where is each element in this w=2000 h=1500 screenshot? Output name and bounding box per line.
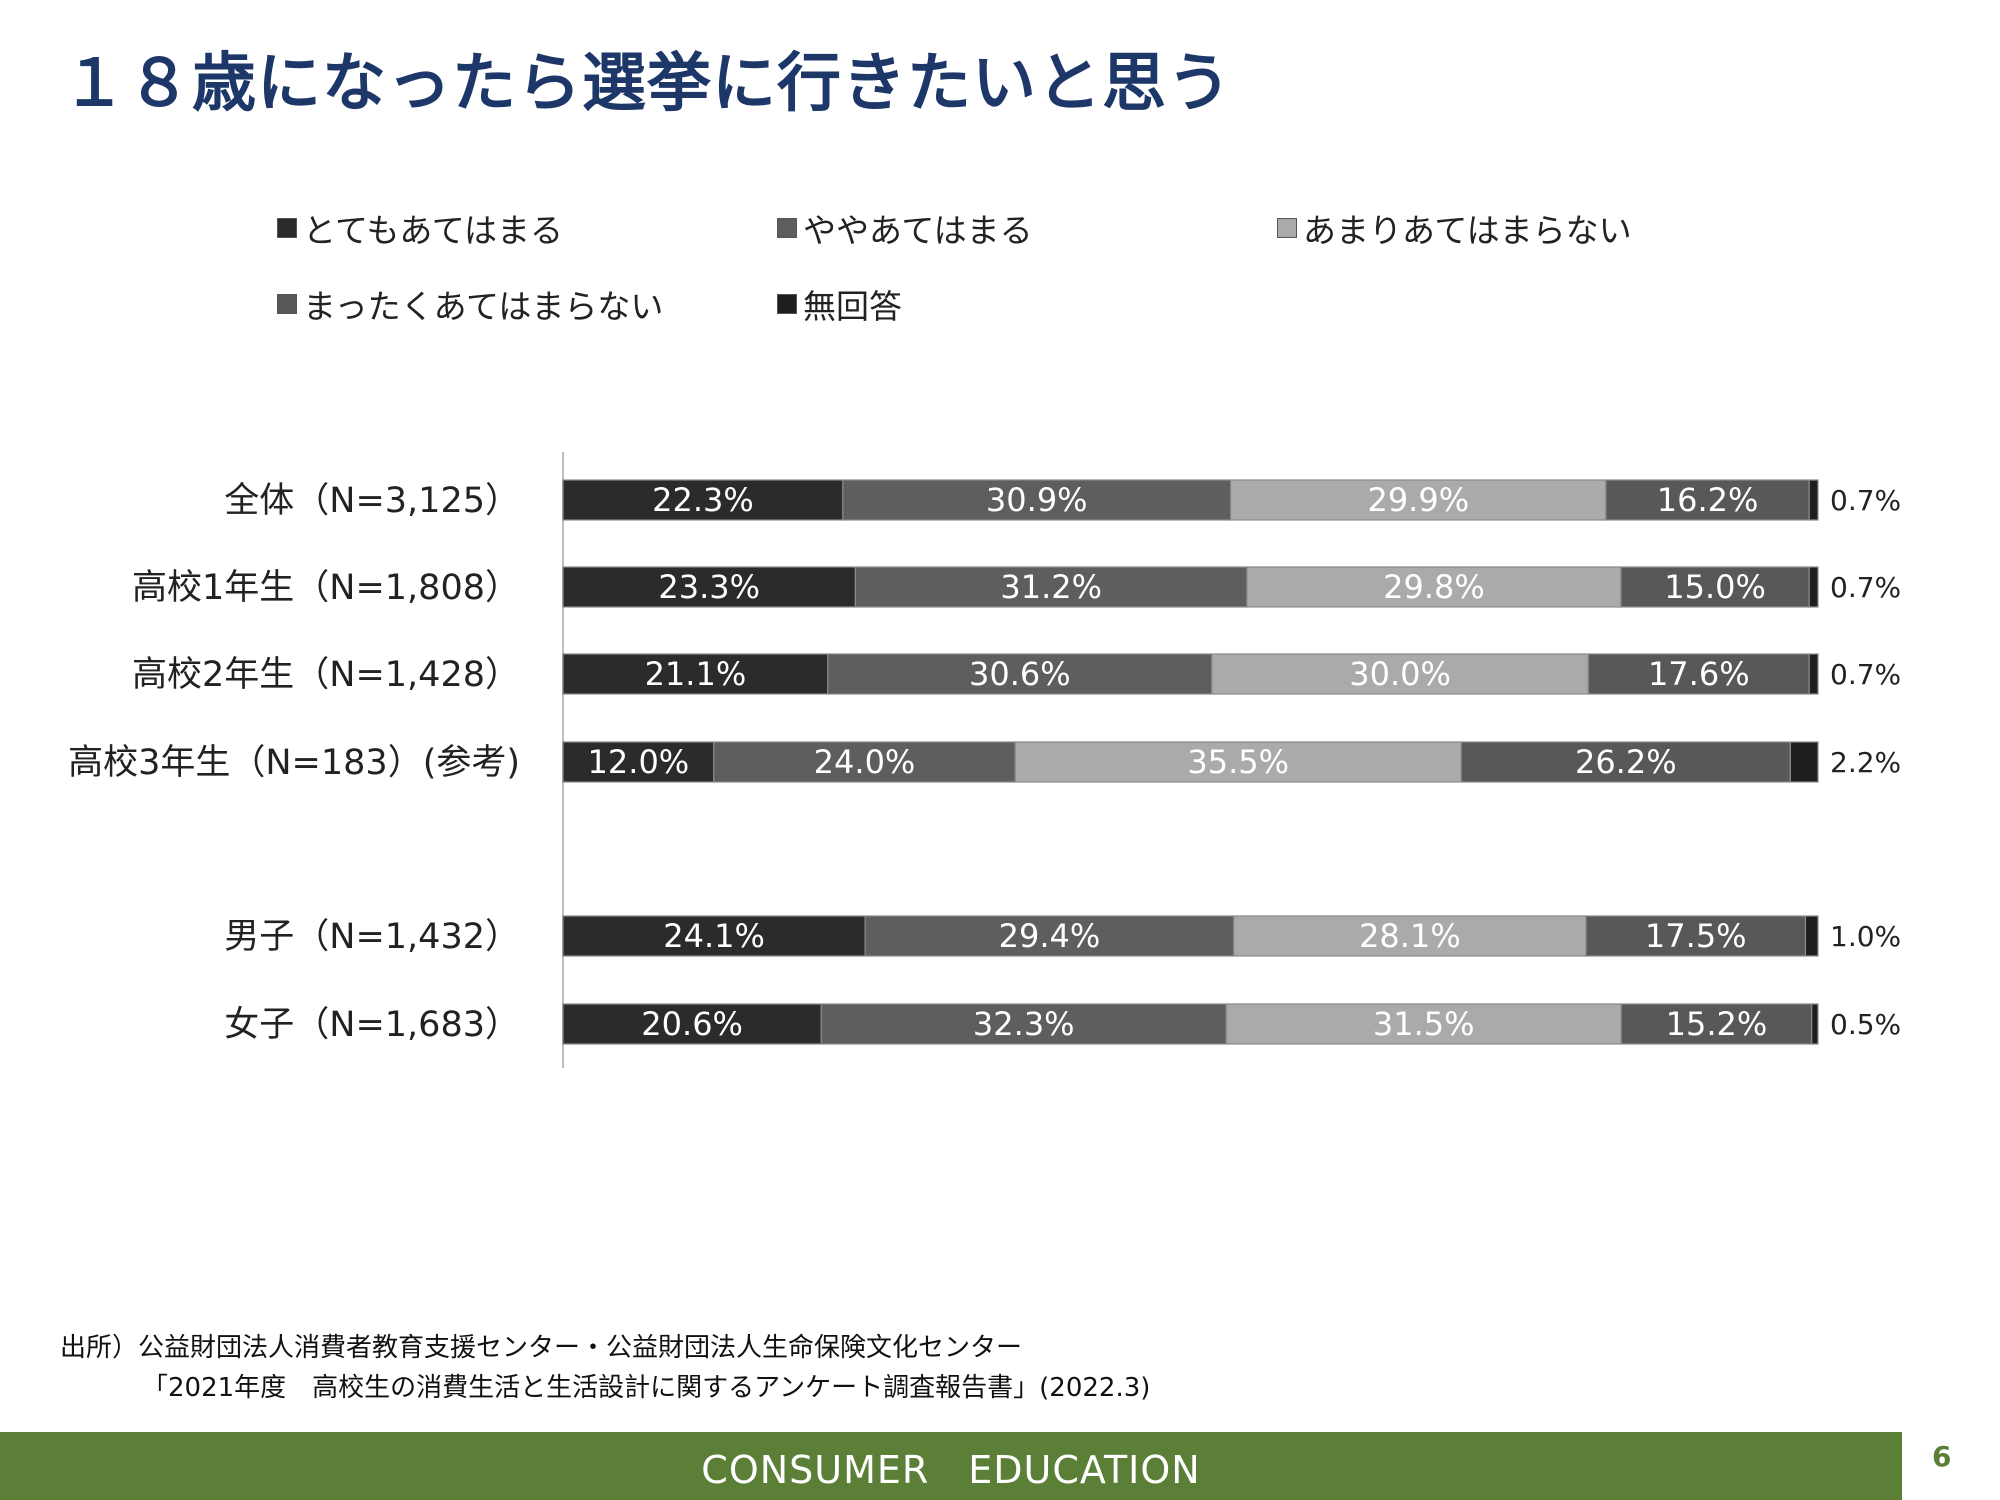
data-label: 0.7% — [1830, 571, 1901, 604]
bar-segment — [562, 653, 829, 695]
data-label: 31.5% — [1373, 1005, 1475, 1043]
source-citation: 出所）公益財団法人消費者教育支援センター・公益財団法人生命保険文化センター 「2… — [60, 1328, 1150, 1408]
data-label: 0.7% — [1830, 484, 1901, 517]
data-label: 24.1% — [663, 917, 765, 955]
data-label: 1.0% — [1830, 920, 1901, 953]
category-label: 高校3年生（N=183）(参考) — [68, 743, 520, 783]
legend-swatch-1 — [277, 218, 297, 238]
data-label: 30.0% — [1349, 655, 1451, 693]
bar-segment — [1808, 479, 1819, 521]
data-label: 30.6% — [969, 655, 1071, 693]
bar-segment — [827, 653, 1213, 695]
footer-text: CONSUMER EDUCATION — [701, 1447, 1201, 1492]
category-label: 女子（N=1,683） — [224, 1005, 520, 1045]
bar-segment — [713, 741, 1016, 783]
data-label: 29.4% — [999, 917, 1101, 955]
legend-swatch-5 — [777, 294, 797, 314]
data-label: 24.0% — [814, 743, 916, 781]
legend-label-4: まったくあてはまらない — [303, 287, 664, 326]
category-label: 男子（N=1,432） — [224, 917, 520, 957]
bar-segment — [562, 741, 715, 783]
category-label: 高校1年生（N=1,808） — [132, 568, 520, 608]
data-label: 17.5% — [1645, 917, 1747, 955]
data-label: 21.1% — [645, 655, 747, 693]
bar-segment — [1620, 566, 1810, 608]
legend-item-1: とてもあてはまる — [277, 204, 563, 252]
legend-item-4: まったくあてはまらない — [277, 280, 663, 328]
category-label: 全体（N=3,125） — [224, 481, 520, 521]
bar-segment — [1808, 566, 1819, 608]
bar-segment — [842, 479, 1232, 521]
data-label: 35.5% — [1187, 743, 1289, 781]
data-label: 17.6% — [1648, 655, 1750, 693]
data-label: 29.8% — [1383, 568, 1485, 606]
bar-segment — [562, 1003, 822, 1045]
source-line-2: 「2021年度 高校生の消費生活と生活設計に関するアンケート調査報告書」(202… — [142, 1373, 1151, 1403]
data-label: 15.0% — [1664, 568, 1766, 606]
bar-segment — [1804, 915, 1819, 957]
data-label: 22.3% — [652, 481, 754, 519]
data-label: 29.9% — [1367, 481, 1469, 519]
bar-segment — [820, 1003, 1227, 1045]
data-label: 2.2% — [1830, 746, 1901, 779]
bar-segment — [562, 566, 857, 608]
data-label: 15.2% — [1666, 1005, 1768, 1043]
stacked-bar-chart: 全体（N=3,125） 22.3% 30.9% 29.9% 16.2% 0.7% 高校1年生… — [68, 452, 1901, 1068]
bar-segment — [1587, 653, 1810, 695]
category-label: 高校2年生（N=1,428） — [132, 655, 520, 695]
page-number: 6 — [1932, 1440, 1952, 1473]
legend-item-5: 無回答 — [777, 280, 902, 328]
bar-segment — [1789, 741, 1819, 783]
data-label: 0.5% — [1830, 1008, 1901, 1041]
data-label: 30.9% — [986, 481, 1088, 519]
bar-segment — [1233, 915, 1587, 957]
legend-label-1: とてもあてはまる — [303, 211, 564, 250]
bar-segment — [1585, 915, 1807, 957]
data-label: 0.7% — [1830, 658, 1901, 691]
bar-segment — [1014, 741, 1462, 783]
bar-segment — [864, 915, 1235, 957]
bar-segment — [1620, 1003, 1813, 1045]
bar-segment — [1225, 1003, 1622, 1045]
bar-segment — [1211, 653, 1589, 695]
bar-segment — [562, 479, 844, 521]
data-label: 31.2% — [1000, 568, 1102, 606]
source-line-1: 出所）公益財団法人消費者教育支援センター・公益財団法人生命保険文化センター — [60, 1333, 1023, 1363]
legend-item-2: ややあてはまる — [777, 204, 1033, 252]
legend-item-3: あまりあてはまらない — [1277, 204, 1632, 252]
legend-label-2: ややあてはまる — [803, 211, 1033, 250]
legend-label-5: 無回答 — [803, 287, 902, 326]
data-label: 28.1% — [1359, 917, 1461, 955]
data-label: 12.0% — [588, 743, 690, 781]
data-label: 20.6% — [641, 1005, 743, 1043]
bar-segment — [854, 566, 1248, 608]
data-label: 32.3% — [973, 1005, 1075, 1043]
bar-segment — [562, 915, 866, 957]
bar-segment — [1811, 1003, 1819, 1045]
data-label: 16.2% — [1657, 481, 1759, 519]
legend-swatch-2 — [777, 218, 797, 238]
footer-bar: CONSUMER EDUCATION — [0, 1432, 1902, 1500]
bar-segment — [1246, 566, 1622, 608]
legend-swatch-4 — [277, 294, 297, 314]
slide-title: １８歳になったら選挙に行きたいと思う — [62, 47, 1232, 121]
data-label: 23.3% — [658, 568, 760, 606]
bar-segment — [1808, 653, 1819, 695]
bar-segment — [1460, 741, 1791, 783]
legend-label-3: あまりあてはまらない — [1303, 211, 1632, 250]
legend-swatch-3 — [1277, 218, 1297, 238]
bar-segment — [1230, 479, 1607, 521]
data-label: 26.2% — [1575, 743, 1677, 781]
